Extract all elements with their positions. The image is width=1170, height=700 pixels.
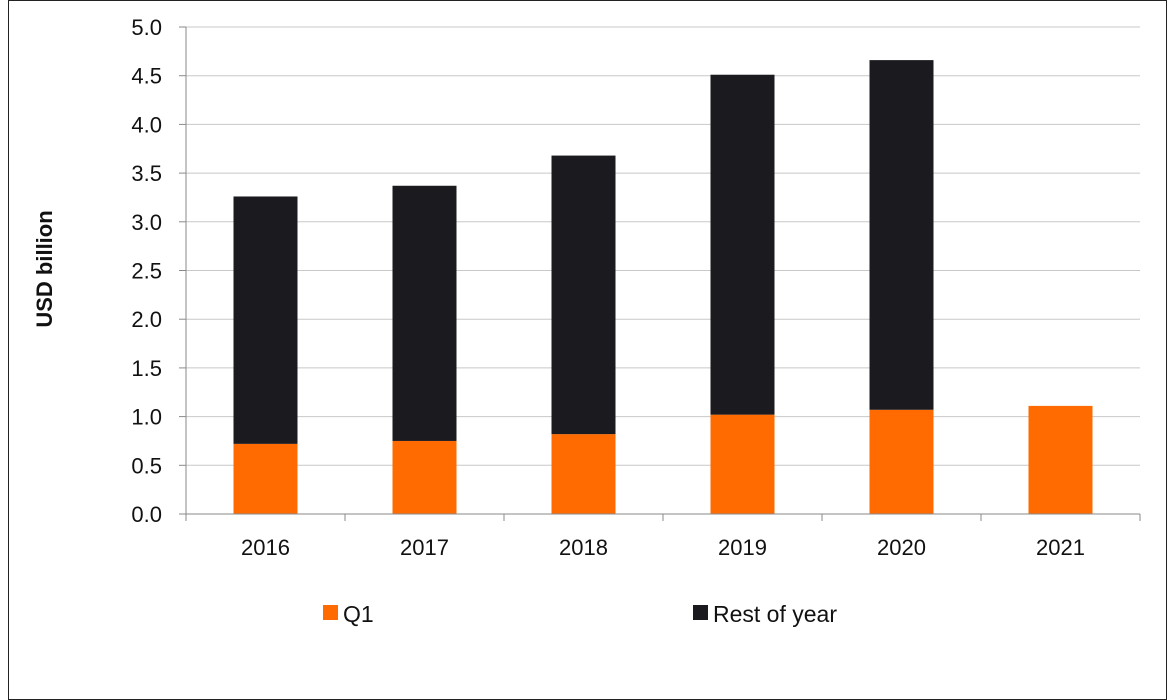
y-tick-labels: 0.0 0.5 1.0 1.5 2.0 2.5 3.0 3.5 4.0 4.5 5.0 (131, 15, 162, 527)
legend-label-q1: Q1 (343, 601, 374, 627)
y-tick-label: 1.0 (131, 405, 162, 430)
y-tick-label: 1.5 (131, 356, 162, 381)
bar-rest-of-year-2016 (233, 196, 298, 444)
legend-label-rest-of-year: Rest of year (713, 601, 837, 627)
x-tick-label: 2018 (559, 535, 608, 560)
x-tick-label: 2017 (400, 535, 449, 560)
y-tick-label: 0.5 (131, 453, 162, 478)
bar-q1-2019 (710, 414, 775, 514)
bars (233, 60, 1093, 514)
legend-swatch-q1 (323, 605, 338, 620)
bar-q1-2016 (233, 443, 298, 514)
y-tick-label: 2.5 (131, 259, 162, 284)
x-tick-labels: 2016 2017 2018 2019 2020 2021 (241, 535, 1085, 560)
bar-q1-2017 (392, 440, 457, 514)
axes (185, 27, 1141, 521)
y-tick-label: 5.0 (131, 15, 162, 40)
x-tick-label: 2020 (877, 535, 926, 560)
bar-rest-of-year-2017 (392, 185, 457, 441)
bar-q1-2018 (551, 434, 616, 514)
y-tick-label: 4.0 (131, 112, 162, 137)
legend: Q1 Rest of year (323, 601, 837, 627)
legend-swatch-rest-of-year (693, 605, 708, 620)
y-axis-label: USD billion (32, 210, 57, 327)
x-tick-label: 2019 (718, 535, 767, 560)
y-tick-label: 0.0 (131, 502, 162, 527)
x-tick-label: 2021 (1036, 535, 1085, 560)
gridlines (179, 26, 1140, 515)
y-tick-label: 2.0 (131, 307, 162, 332)
stacked-bar-chart: 0.00.51.01.52.02.53.03.54.04.55.0 2016 20… (32, 15, 1141, 627)
bar-rest-of-year-2020 (869, 60, 934, 410)
bar-q1-2021 (1028, 405, 1093, 514)
bar-rest-of-year-2018 (551, 155, 616, 435)
bar-q1-2020 (869, 409, 934, 514)
y-tick-label: 4.5 (131, 64, 162, 89)
x-tick-label: 2016 (241, 535, 290, 560)
y-tick-label: 3.0 (131, 210, 162, 235)
y-tick-label: 3.5 (131, 161, 162, 186)
bar-rest-of-year-2019 (710, 74, 775, 415)
